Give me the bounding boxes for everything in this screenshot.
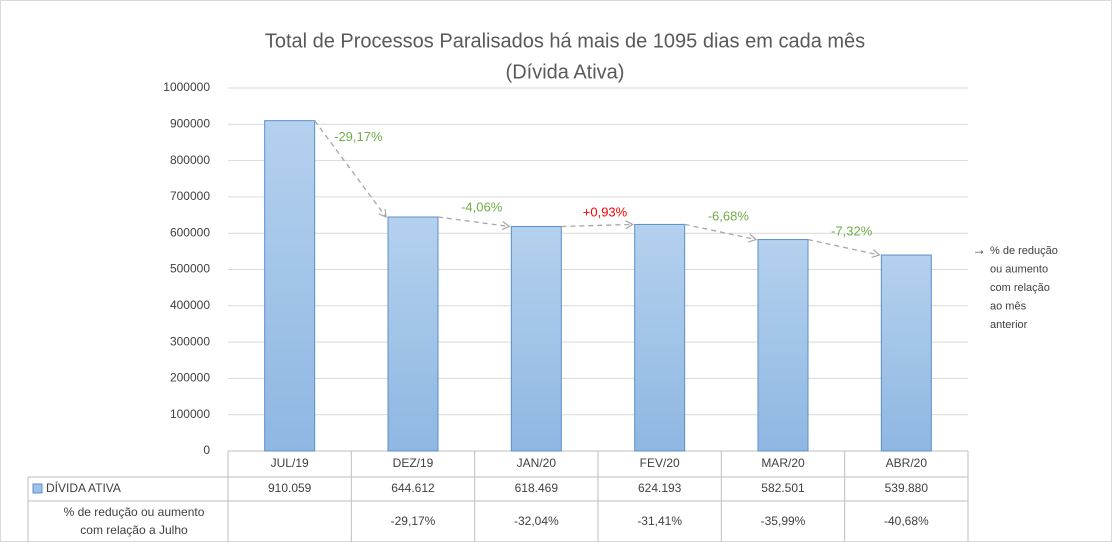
side-note: anterior (990, 319, 1028, 331)
table-percent: -35,99% (761, 514, 806, 528)
bar (510, 225, 562, 452)
x-tick-label: ABR/20 (886, 456, 928, 470)
side-note: % de redução (990, 245, 1058, 257)
side-note: ao mês (990, 300, 1027, 312)
legend-swatch (32, 483, 43, 494)
table-value: 539.880 (885, 481, 929, 495)
x-tick-label: JAN/20 (517, 456, 557, 470)
row-label: com relação a Julho (80, 523, 188, 537)
change-arrow (807, 238, 881, 259)
y-tick-label: 700000 (170, 189, 210, 203)
bar (757, 239, 809, 452)
table-value: 618.469 (515, 481, 559, 495)
x-tick-label: MAR/20 (761, 456, 805, 470)
table-percent: -40,68% (884, 514, 929, 528)
y-tick-label: 600000 (170, 225, 210, 239)
x-tick-label: DEZ/19 (393, 456, 434, 470)
change-label: -29,17% (334, 129, 383, 144)
change-label: +0,93% (583, 204, 628, 219)
bar (264, 120, 316, 452)
y-tick-label: 0 (203, 443, 210, 457)
x-tick-label: JUL/19 (271, 456, 309, 470)
side-arrow: → (972, 242, 986, 258)
y-tick-label: 800000 (170, 153, 210, 167)
change-label: -7,32% (831, 224, 873, 239)
table-value: 910.059 (268, 481, 312, 495)
bar (387, 216, 439, 452)
y-tick-label: 200000 (170, 371, 210, 385)
table-value: 644.612 (391, 481, 435, 495)
row-label: % de redução ou aumento (64, 505, 205, 519)
chart-title: Total de Processos Paralisados há mais d… (265, 30, 865, 52)
table-percent: -31,41% (637, 514, 682, 528)
y-tick-label: 100000 (170, 407, 210, 421)
side-note: ou aumento (990, 263, 1048, 275)
legend-label: DÍVIDA ATIVA (46, 480, 121, 495)
table-value: 624.193 (638, 481, 682, 495)
y-tick-label: 1000000 (163, 80, 210, 94)
y-tick-label: 300000 (170, 334, 210, 348)
change-label: -4,06% (461, 199, 503, 214)
change-label: -6,68% (708, 208, 750, 223)
table-percent: -32,04% (514, 514, 559, 528)
side-note: com relação (990, 282, 1050, 294)
y-tick-label: 500000 (170, 262, 210, 276)
bar (880, 254, 932, 452)
change-arrow (437, 216, 511, 231)
change-arrow (561, 220, 634, 230)
y-tick-label: 400000 (170, 298, 210, 312)
y-tick-label: 900000 (170, 116, 210, 130)
chart-title: (Dívida Ativa) (506, 61, 625, 83)
table-percent: -29,17% (391, 514, 436, 528)
bar (634, 223, 686, 452)
change-arrow (684, 223, 758, 243)
change-arrow (314, 120, 387, 218)
table-value: 582.501 (761, 481, 805, 495)
x-tick-label: FEV/20 (640, 456, 680, 470)
